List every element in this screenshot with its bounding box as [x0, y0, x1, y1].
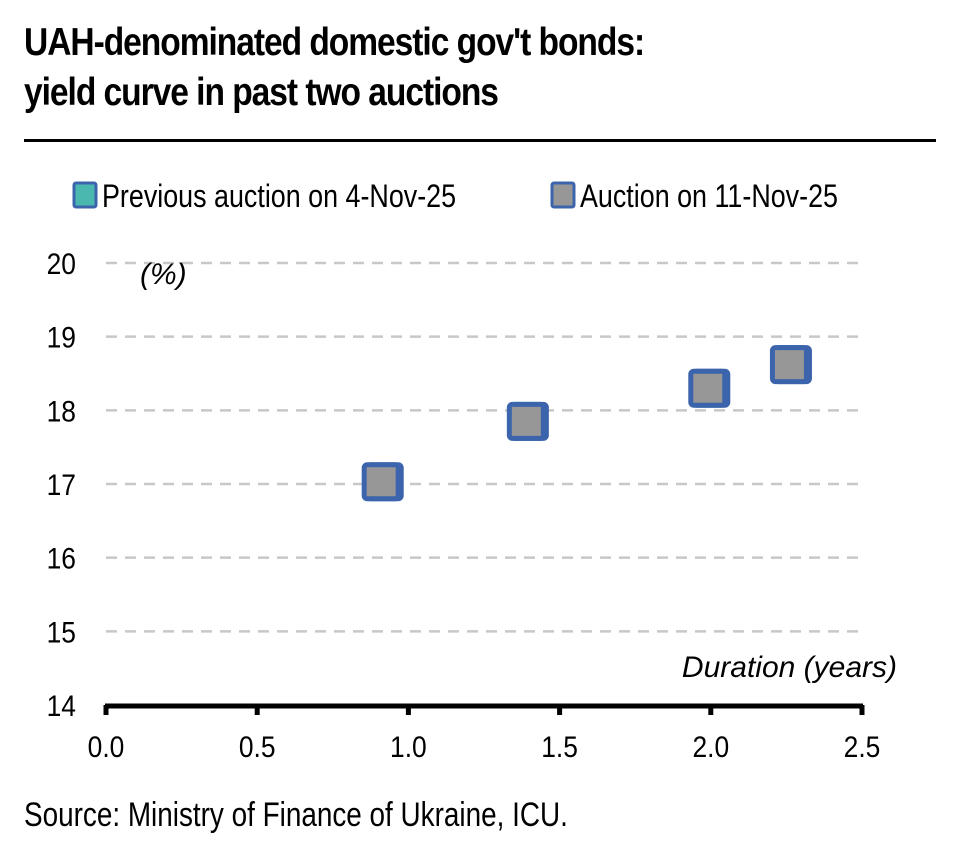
- gridlines: [106, 261, 862, 633]
- x-tick-label-0.5: 0.5: [239, 729, 276, 763]
- y-tick-label-19: 19: [47, 320, 76, 354]
- x-axis: 0.0 0.5 1.0 1.5 2.0 2.5: [88, 703, 881, 763]
- current-auction-point-4: [769, 345, 809, 385]
- x-tick-label-0.0: 0.0: [88, 729, 125, 763]
- x-tick-label-2.5: 2.5: [844, 729, 881, 763]
- y-tick-label-16: 16: [47, 541, 76, 575]
- legend-label-1: Previous auction on 4-Nov-25: [102, 179, 456, 215]
- data-points: [361, 345, 812, 502]
- y-tick-label-18: 18: [47, 394, 76, 428]
- title-divider: [24, 139, 936, 142]
- current-auction-point-3: [688, 368, 728, 408]
- legend-swatch-1: [72, 181, 98, 209]
- x-tick-label-2.0: 2.0: [692, 729, 729, 763]
- source-note: Source: Ministry of Finance of Ukraine, …: [24, 796, 568, 834]
- y-axis-unit-label: (%): [140, 258, 187, 291]
- x-tick-label-1.5: 1.5: [541, 729, 578, 763]
- chart-title-line-2: yield curve in past two auctions: [24, 71, 499, 114]
- x-axis-title: Duration (years): [682, 651, 897, 684]
- y-tick-label-14: 14: [47, 688, 76, 722]
- y-tick-label-15: 15: [47, 615, 76, 649]
- y-tick-label-17: 17: [47, 467, 76, 501]
- y-axis: 14 15 16 17 18 19 20: [47, 246, 76, 722]
- chart-title: UAH-denominated domestic gov't bonds: yi…: [24, 18, 815, 118]
- y-tick-label-20: 20: [47, 246, 76, 280]
- legend-label-2: Auction on 11-Nov-25: [580, 179, 838, 215]
- legend-swatch-2: [550, 181, 576, 209]
- current-auction-point-2: [506, 401, 546, 441]
- legend: Previous auction on 4-Nov-25 Auction on 1…: [72, 179, 838, 215]
- chart-title-line-1: UAH-denominated domestic gov't bonds:: [24, 21, 645, 64]
- x-tick-label-1.0: 1.0: [390, 729, 427, 763]
- current-auction-point-1: [361, 462, 401, 502]
